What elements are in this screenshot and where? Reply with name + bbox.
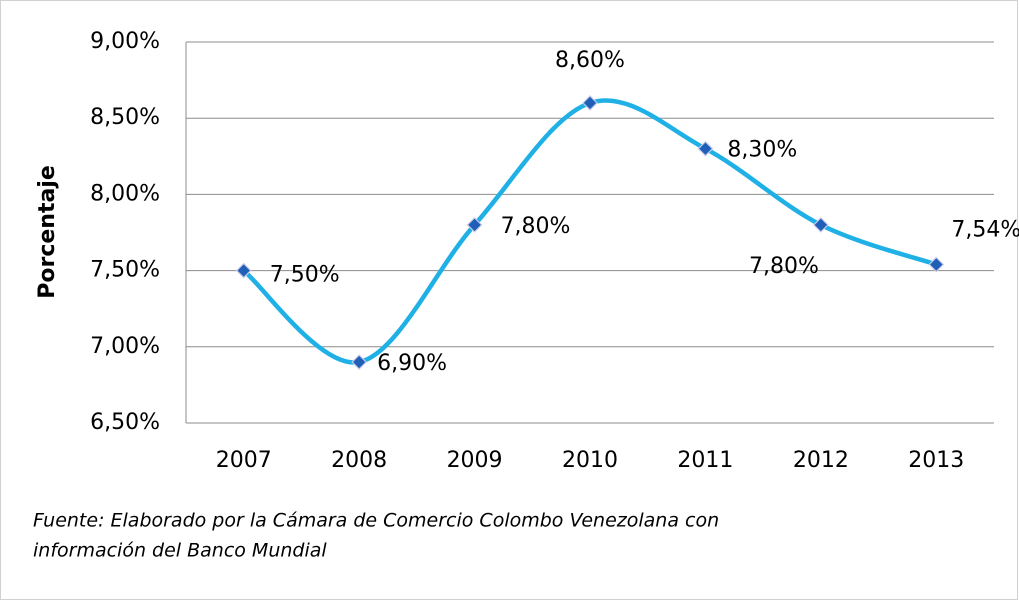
x-tick-label: 2010 (562, 448, 618, 473)
marker (928, 256, 945, 273)
marker (582, 95, 598, 111)
y-tick-label: 7,50% (90, 258, 160, 283)
marker (351, 354, 367, 370)
x-tick-label: 2012 (793, 448, 849, 473)
marker (466, 217, 483, 233)
marker (235, 262, 252, 279)
marker (697, 140, 714, 157)
y-axis-label: Porcentaje (35, 165, 60, 299)
note: información del Banco Mundial (33, 540, 327, 562)
data-label: 8,30% (727, 138, 797, 163)
data-label: 7,80% (749, 254, 819, 279)
y-tick-label: 6,50% (90, 410, 160, 435)
y-tick-label: 8,50% (90, 105, 160, 130)
note: Fuente: Elaborado por la Cámara de Comer… (33, 510, 719, 532)
x-tick-label: 2013 (908, 448, 964, 473)
y-tick-label: 9,00% (90, 29, 160, 54)
y-tick-label: 7,00% (90, 334, 160, 359)
data-label: 6,90% (377, 351, 447, 376)
x-tick-label: 2009 (447, 448, 503, 473)
x-tick-label: 2008 (331, 448, 387, 473)
x-tick-label: 2011 (677, 448, 733, 473)
data-label: 7,54% (951, 218, 1019, 243)
marker (813, 217, 829, 233)
y-tick-label: 8,00% (90, 181, 160, 206)
x-tick-label: 2007 (216, 448, 272, 473)
data-label: 7,80% (501, 214, 571, 239)
data-label: 7,50% (270, 263, 340, 288)
data-label: 8,60% (555, 48, 625, 73)
